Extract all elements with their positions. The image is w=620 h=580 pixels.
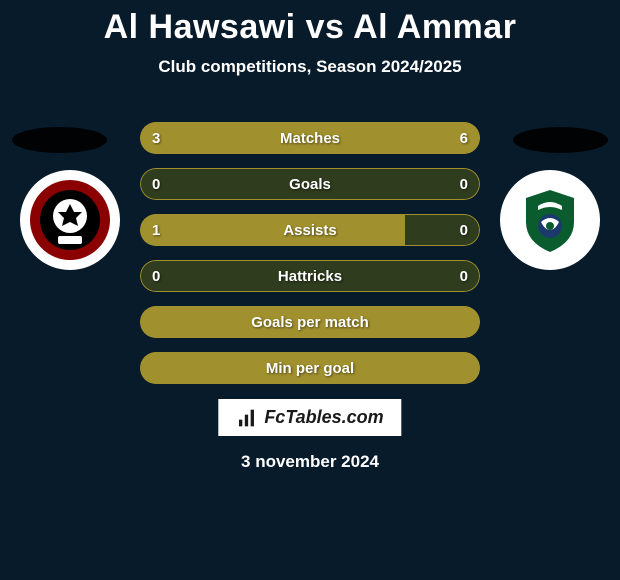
stat-label: Matches xyxy=(140,122,480,154)
club-badge-left xyxy=(20,170,120,270)
player-shadow-left xyxy=(12,127,107,153)
stat-row: Hattricks0 0 xyxy=(140,260,480,292)
club-crest-left xyxy=(28,178,112,262)
stat-row: Goals0 0 xyxy=(140,168,480,200)
stat-row: Matches3 6 xyxy=(140,122,480,154)
stat-label: Hattricks xyxy=(140,260,480,292)
club-crest-right xyxy=(508,178,592,262)
page-subtitle: Club competitions, Season 2024/2025 xyxy=(0,57,620,77)
stat-label: Min per goal xyxy=(140,352,480,384)
stat-row: Min per goal xyxy=(140,352,480,384)
stat-value-left: 0 xyxy=(152,260,160,292)
watermark-badge: FcTables.com xyxy=(218,399,401,436)
stat-row: Assists1 0 xyxy=(140,214,480,246)
stat-value-right: 6 xyxy=(460,122,468,154)
player-shadow-right xyxy=(513,127,608,153)
stat-label: Goals xyxy=(140,168,480,200)
stat-value-left: 3 xyxy=(152,122,160,154)
stat-value-left: 1 xyxy=(152,214,160,246)
club-badge-right xyxy=(500,170,600,270)
page-title: Al Hawsawi vs Al Ammar xyxy=(0,0,620,47)
watermark-text: FcTables.com xyxy=(264,407,383,428)
stat-label: Goals per match xyxy=(140,306,480,338)
stats-comparison-area: Matches36Goals00Assists10Hattricks00Goal… xyxy=(140,122,480,398)
chart-icon xyxy=(236,408,258,428)
stat-value-right: 0 xyxy=(460,260,468,292)
stat-value-right: 0 xyxy=(460,214,468,246)
stat-row: Goals per match xyxy=(140,306,480,338)
footer-date: 3 november 2024 xyxy=(0,452,620,472)
stat-value-right: 0 xyxy=(460,168,468,200)
stat-label: Assists xyxy=(140,214,480,246)
stat-value-left: 0 xyxy=(152,168,160,200)
